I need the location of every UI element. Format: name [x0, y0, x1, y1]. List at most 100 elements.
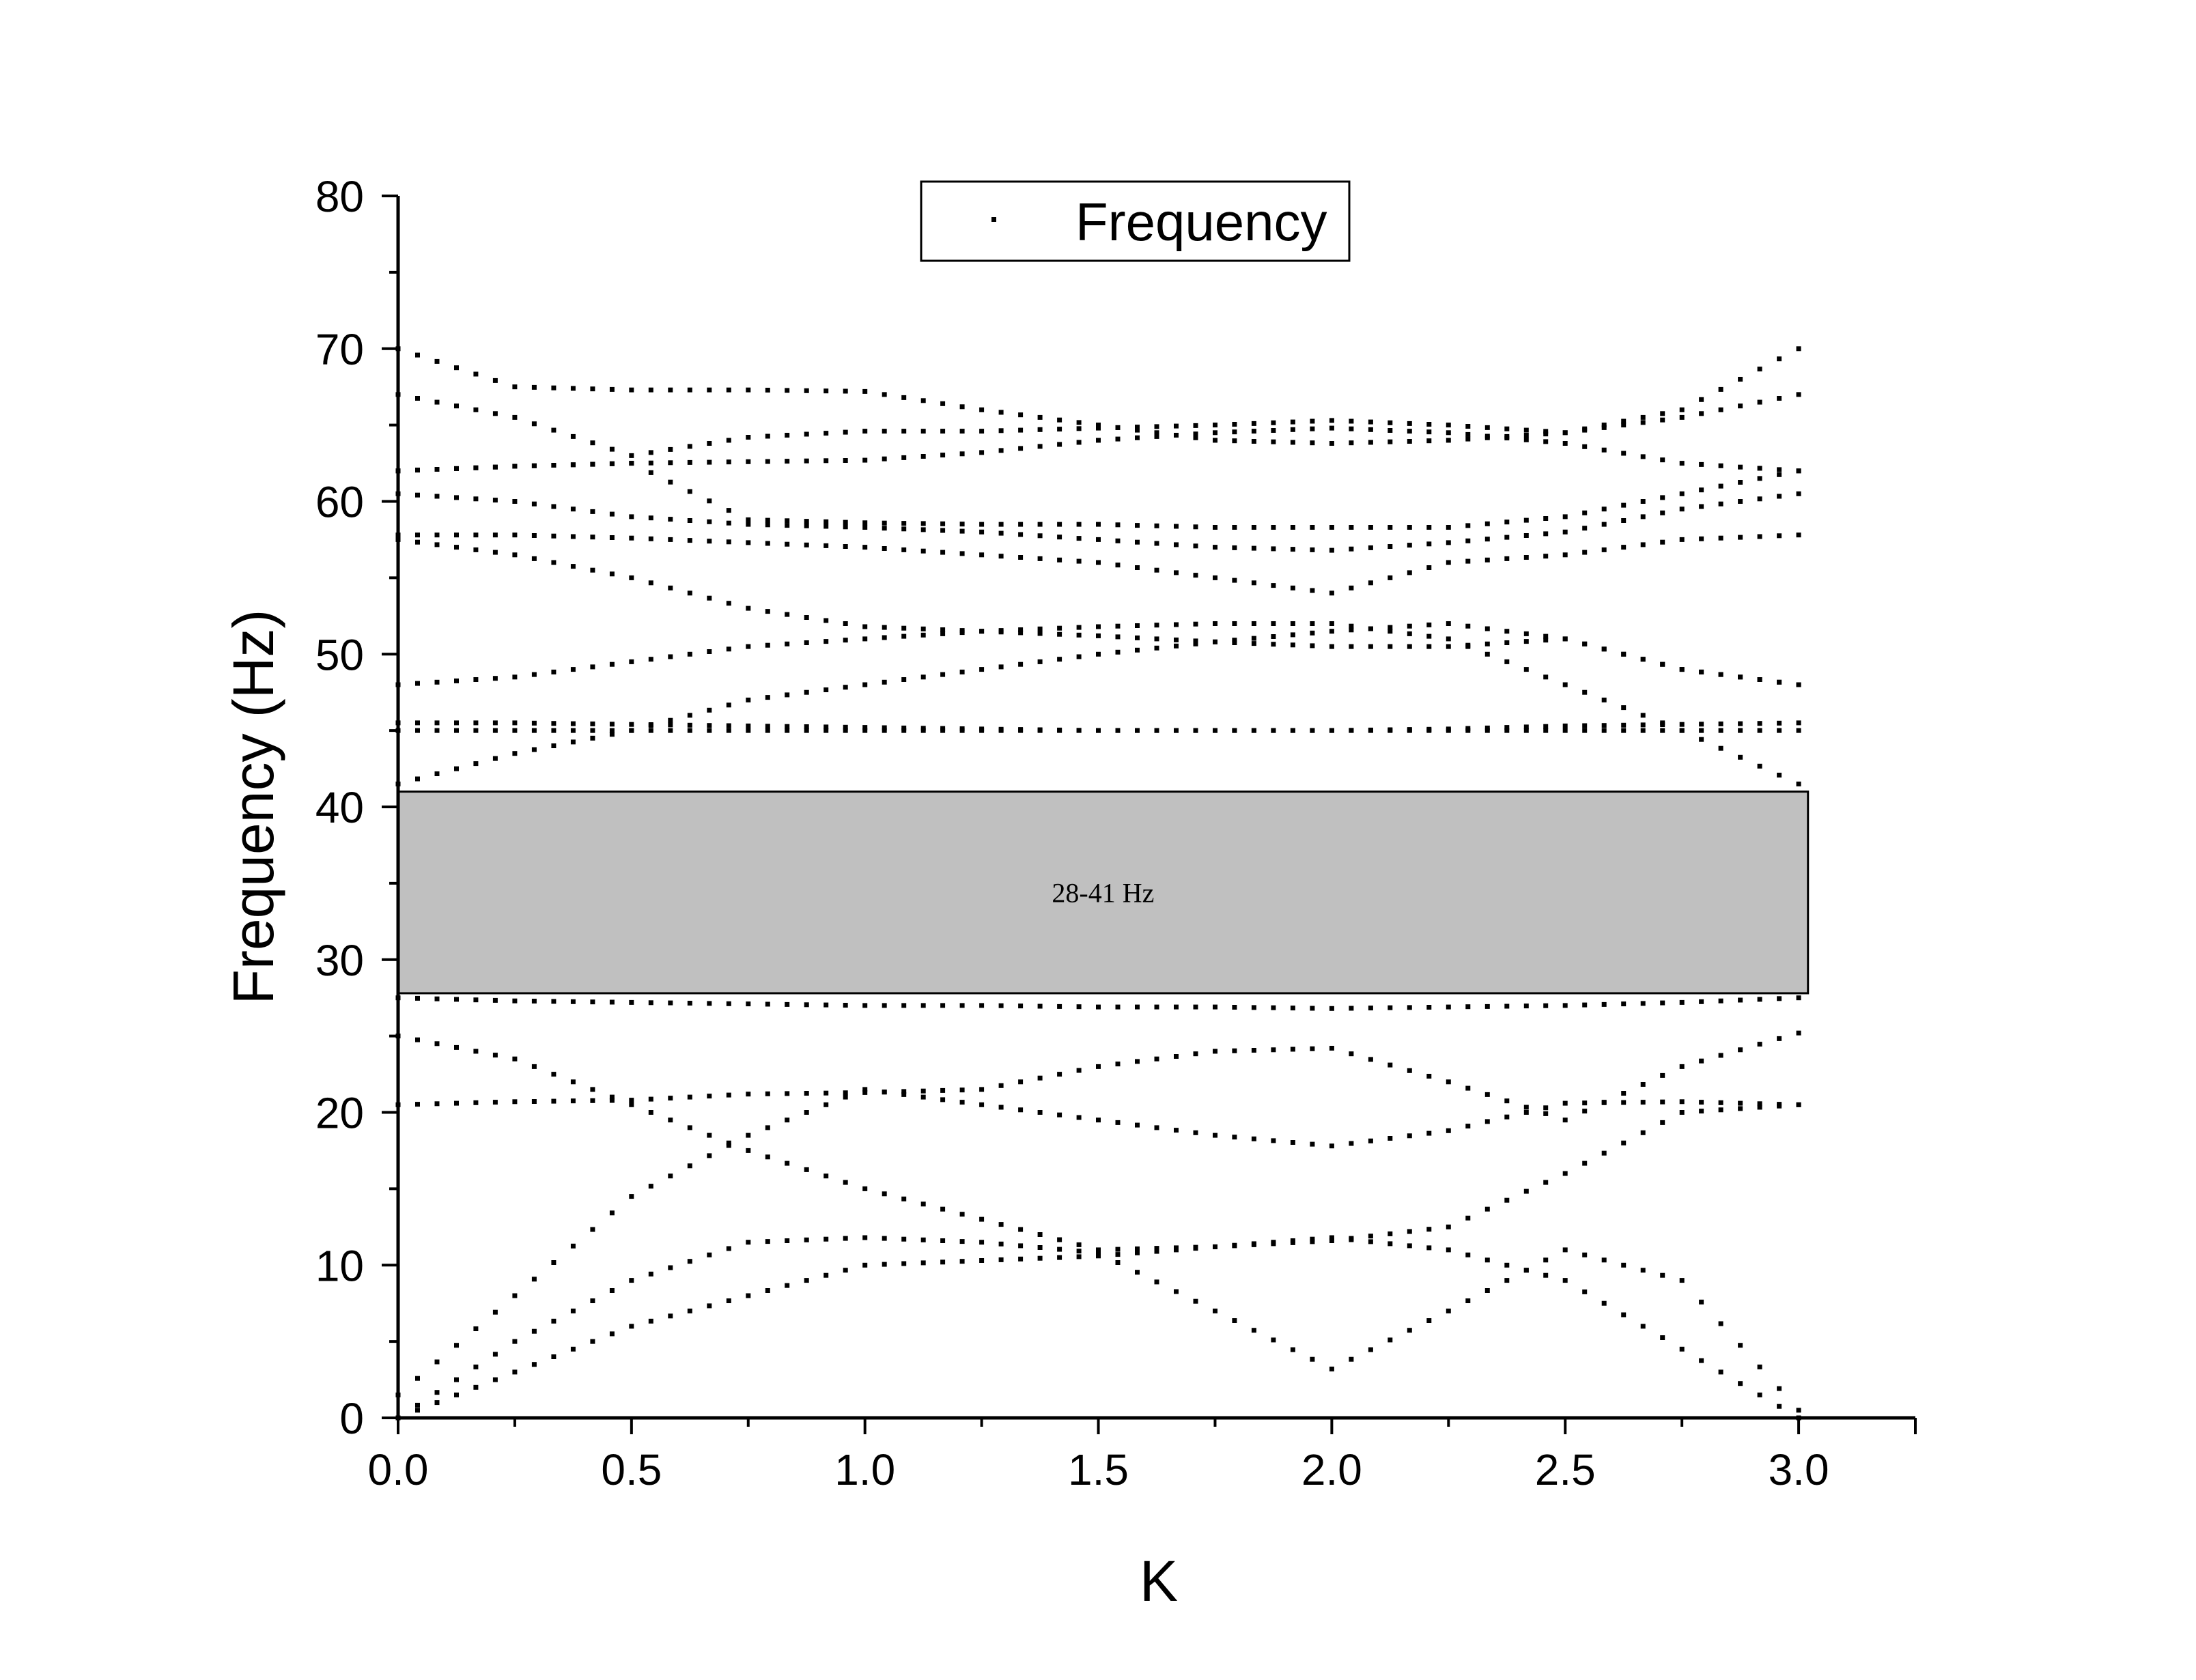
data-point [1757, 534, 1762, 539]
data-point [1446, 1247, 1451, 1253]
data-point [1796, 491, 1801, 496]
legend-entry-frequency: Frequency [1075, 192, 1327, 252]
data-point [920, 1094, 926, 1100]
data-point [998, 522, 1004, 527]
data-point [1621, 451, 1627, 456]
data-point [1796, 532, 1801, 538]
data-point [1699, 536, 1704, 541]
data-point [1621, 722, 1627, 728]
data-point [512, 1056, 518, 1062]
data-point [1465, 436, 1471, 442]
data-point [551, 669, 557, 674]
data-point [804, 640, 809, 645]
data-point [434, 728, 440, 733]
data-point [1290, 1047, 1295, 1052]
data-point [901, 547, 907, 552]
data-point [1096, 423, 1101, 428]
data-point [1738, 377, 1743, 382]
data-point [473, 1326, 479, 1331]
data-point [1582, 689, 1588, 695]
data-point [920, 726, 926, 731]
data-point [590, 999, 595, 1005]
data-point [1504, 1278, 1510, 1283]
data-point [492, 464, 498, 470]
data-point [1135, 1270, 1140, 1275]
data-point [804, 1110, 809, 1115]
data-point [707, 498, 712, 504]
data-point [687, 713, 692, 718]
data-point [1562, 723, 1568, 728]
data-point [590, 567, 595, 573]
data-point [746, 1148, 751, 1153]
data-point [454, 720, 459, 726]
data-point [1329, 441, 1334, 446]
data-point [1718, 386, 1723, 392]
data-point [940, 1206, 946, 1212]
y-tick-label: 0 [339, 1394, 364, 1443]
data-point [492, 498, 498, 503]
data-point [1446, 540, 1451, 545]
band-gap-label: 28-41 Hz [1052, 877, 1154, 908]
data-point [1465, 623, 1471, 629]
data-point [1504, 556, 1510, 561]
data-point [1174, 637, 1179, 642]
data-point [1738, 535, 1743, 540]
data-point [629, 722, 634, 727]
data-point [959, 1239, 965, 1244]
data-point [804, 519, 809, 524]
data-point [492, 756, 498, 761]
data-point [765, 1125, 770, 1130]
data-point [824, 543, 829, 548]
data-point [531, 1064, 537, 1069]
data-point [726, 1298, 731, 1303]
data-point [687, 459, 692, 465]
data-point [1718, 501, 1723, 507]
data-point [785, 523, 790, 528]
data-point [1679, 1099, 1685, 1105]
data-point [1057, 631, 1062, 637]
data-point [1057, 727, 1062, 732]
data-point [1777, 533, 1782, 539]
data-point [804, 458, 809, 464]
data-point [1193, 1051, 1198, 1057]
data-point [1096, 1117, 1101, 1123]
data-point [785, 433, 790, 438]
data-point [1718, 1107, 1723, 1113]
data-point [1777, 1404, 1782, 1409]
data-point [1718, 728, 1723, 733]
data-point [1057, 417, 1062, 423]
data-point [843, 638, 848, 643]
data-point [1329, 621, 1334, 626]
data-point [1504, 433, 1510, 439]
data-point [707, 1153, 712, 1158]
data-point [492, 532, 498, 538]
data-point [1096, 1064, 1101, 1069]
data-point [979, 529, 985, 535]
data-point [668, 517, 673, 522]
data-point [1310, 588, 1315, 593]
data-point [1582, 641, 1588, 646]
data-point [1426, 565, 1432, 570]
data-point [1329, 1143, 1334, 1149]
data-point [882, 1236, 887, 1241]
data-point [668, 1173, 673, 1179]
data-point [843, 728, 848, 733]
data-point [1018, 1003, 1024, 1009]
data-point [1251, 429, 1256, 434]
data-point [1271, 1337, 1276, 1343]
data-point [629, 514, 634, 519]
data-point [1484, 1119, 1490, 1124]
data-point [843, 621, 848, 626]
data-point [492, 1377, 498, 1382]
data-point [1018, 532, 1024, 537]
data-point [1037, 1003, 1043, 1009]
data-point [1329, 629, 1334, 634]
data-point [1349, 546, 1354, 552]
data-point [415, 532, 420, 538]
data-point [862, 520, 868, 526]
data-point [1504, 426, 1510, 431]
data-point [531, 533, 537, 538]
data-point [1193, 1004, 1198, 1010]
data-point [1523, 433, 1529, 438]
data-point [1484, 651, 1490, 657]
